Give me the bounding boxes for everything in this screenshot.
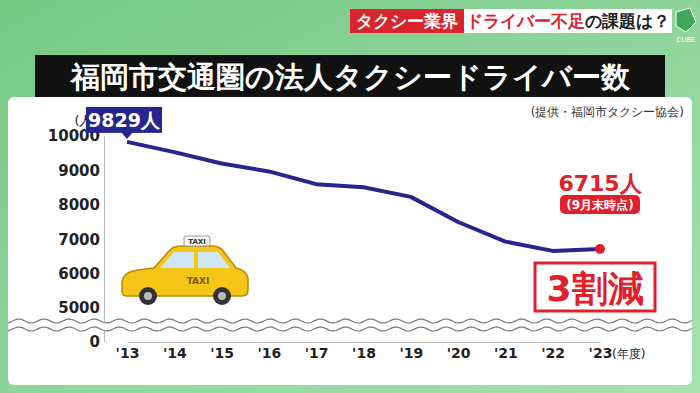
x-tick-label: '13 bbox=[116, 345, 140, 361]
value-label: 6715人 bbox=[558, 171, 642, 196]
banner-tag: タクシー業界 bbox=[356, 11, 458, 31]
change-label: 3割減 bbox=[546, 268, 643, 309]
chart-root: タクシー業界ドライバー不足の課題は？ CUBE 福岡市交通圏の法人タクシードライバー… bbox=[0, 0, 700, 393]
logo-mark bbox=[676, 8, 696, 32]
taxi-sign: TAXI bbox=[188, 238, 206, 246]
x-tick: '20 bbox=[447, 342, 471, 361]
x-tick: '19 bbox=[399, 342, 423, 361]
x-tick-label: '17 bbox=[305, 345, 329, 361]
x-axis-line bbox=[128, 342, 601, 343]
axis-break-line bbox=[8, 319, 692, 323]
y-tick-label: 6000 bbox=[58, 265, 100, 283]
label-pointer bbox=[121, 132, 133, 139]
taxi-hub bbox=[218, 292, 226, 300]
source: (提供・福岡市タクシー協会) bbox=[531, 105, 684, 119]
axis-break bbox=[8, 319, 692, 331]
x-tick: '23 bbox=[589, 342, 613, 361]
x-tick: '16 bbox=[258, 342, 282, 361]
y-tick: 6000 bbox=[58, 265, 104, 283]
x-axis: '13 '14 '15 '16 '17 '18 '19 '20 '21 '22 '23 bbox=[116, 342, 613, 361]
x-tick: '18 bbox=[352, 342, 376, 361]
value-label-box bbox=[86, 107, 162, 133]
banner-box bbox=[464, 9, 672, 33]
background bbox=[0, 0, 700, 393]
x-tick-label: '21 bbox=[494, 345, 518, 361]
axis-break-band bbox=[8, 319, 692, 331]
x-tick-label: '20 bbox=[447, 345, 471, 361]
y-axis: 05000600070008000900010000 bbox=[48, 127, 105, 351]
x-tick: '15 bbox=[210, 342, 234, 361]
title: 福岡市交通圏の法人タクシードライバー数 bbox=[69, 60, 631, 94]
y-axis-line bbox=[104, 137, 105, 343]
x-tick-label: '15 bbox=[210, 345, 234, 361]
title-box bbox=[35, 55, 665, 97]
end-point bbox=[595, 244, 605, 254]
y-tick-label: 7000 bbox=[58, 231, 100, 249]
y-tick-label: 5000 bbox=[58, 299, 100, 317]
y-tick: 7000 bbox=[58, 231, 104, 249]
y-tick-label: 0 bbox=[90, 333, 100, 351]
y-tick: 5000 bbox=[58, 299, 104, 317]
x-tick-label: '14 bbox=[163, 345, 187, 361]
panel bbox=[8, 97, 692, 385]
change-box bbox=[535, 263, 655, 311]
taxi-wheel bbox=[139, 287, 157, 305]
x-tick-label: '19 bbox=[399, 345, 423, 361]
axis-break-line bbox=[8, 327, 692, 331]
data-line bbox=[127, 142, 600, 251]
taxi-wheel bbox=[213, 287, 231, 305]
banner-rest: の課題は？ bbox=[585, 11, 670, 31]
taxi-illustration: TAXI TAXI bbox=[122, 236, 248, 305]
logo: CUBE bbox=[676, 36, 695, 44]
x-tick: '22 bbox=[541, 342, 565, 361]
plot-area bbox=[127, 142, 605, 254]
taxi-sign-box bbox=[184, 236, 210, 246]
y-tick-label: 8000 bbox=[58, 196, 100, 214]
note: (9月末時点) bbox=[566, 198, 633, 212]
x-tick-label: '18 bbox=[352, 345, 376, 361]
x-tick: '17 bbox=[305, 342, 329, 361]
x-tick-label: '23 bbox=[589, 345, 613, 361]
labels: 9829人 6715人 (9月末時点) 3割減 bbox=[86, 107, 655, 311]
banner-highlight: ドライバー不足 bbox=[466, 11, 585, 31]
x-tick: '21 bbox=[494, 342, 518, 361]
taxi-body bbox=[122, 246, 248, 296]
x-tick: '13 bbox=[116, 342, 140, 361]
banner-text: ドライバー不足の課題は？ bbox=[466, 11, 670, 31]
note-box bbox=[560, 195, 640, 214]
value-label: 9829人 bbox=[88, 109, 161, 131]
x-axis-title: (年度) bbox=[612, 347, 645, 361]
y-tick-label: 9000 bbox=[58, 162, 100, 180]
x-tick-label: '22 bbox=[541, 345, 565, 361]
x-tick: '14 bbox=[163, 342, 187, 361]
taxi-window bbox=[198, 252, 230, 268]
y-tick: 9000 bbox=[58, 162, 104, 180]
banner-tag-box bbox=[350, 9, 464, 33]
taxi-window bbox=[160, 252, 194, 268]
taxi-hub bbox=[144, 292, 152, 300]
taxi-door-text: TAXI bbox=[187, 276, 210, 286]
x-tick-label: '16 bbox=[258, 345, 282, 361]
y-tick: 8000 bbox=[58, 196, 104, 214]
y-tick: 0 bbox=[90, 333, 104, 351]
